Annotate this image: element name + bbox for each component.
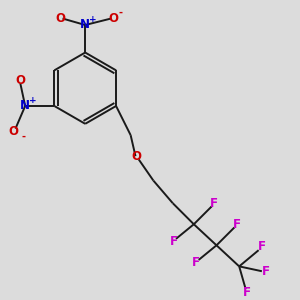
Text: O: O <box>55 12 65 25</box>
Text: F: F <box>233 218 241 231</box>
Text: +: + <box>29 96 37 105</box>
Text: F: F <box>210 197 218 210</box>
Text: F: F <box>169 235 177 248</box>
Text: F: F <box>262 265 270 278</box>
Text: -: - <box>119 8 123 18</box>
Text: O: O <box>9 125 19 138</box>
Text: F: F <box>192 256 200 269</box>
Text: -: - <box>22 132 26 142</box>
Text: N: N <box>80 19 90 32</box>
Text: F: F <box>243 286 251 299</box>
Text: O: O <box>109 12 119 25</box>
Text: F: F <box>258 240 266 254</box>
Text: O: O <box>131 150 141 163</box>
Text: +: + <box>89 15 97 24</box>
Text: O: O <box>15 74 25 87</box>
Text: N: N <box>20 100 30 112</box>
